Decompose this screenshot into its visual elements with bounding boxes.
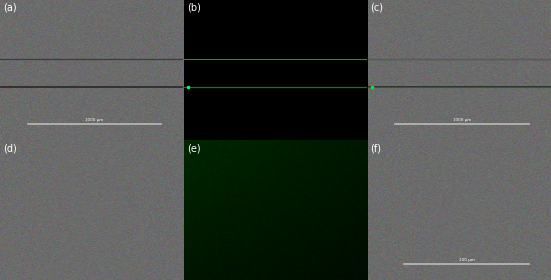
Text: 1000 μm: 1000 μm — [453, 118, 471, 122]
Text: (e): (e) — [187, 143, 201, 153]
Text: (d): (d) — [3, 143, 17, 153]
Text: (a): (a) — [3, 3, 17, 13]
Text: 1000 μm: 1000 μm — [85, 118, 104, 122]
Text: (f): (f) — [371, 143, 382, 153]
Text: 200 μm: 200 μm — [458, 258, 474, 262]
Text: (c): (c) — [371, 3, 383, 13]
Text: (b): (b) — [187, 3, 201, 13]
